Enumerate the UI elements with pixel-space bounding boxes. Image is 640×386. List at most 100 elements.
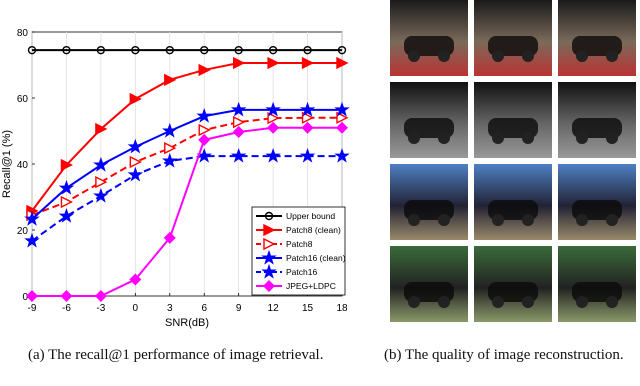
marker <box>60 195 74 209</box>
marker <box>93 187 109 203</box>
wheel <box>522 296 534 308</box>
series-line <box>31 108 342 220</box>
chart: -9 -6 -3 0 3 6 9 12 15 18 0 20 40 60 80 SNR(dB) Recall@1… <box>1 28 350 329</box>
marker <box>232 126 245 138</box>
wheel <box>576 214 588 226</box>
marker <box>165 45 174 55</box>
marker <box>267 121 280 134</box>
marker <box>198 133 211 146</box>
wheel <box>492 132 504 144</box>
marker <box>230 147 247 163</box>
x-axis-label: SNR(dB) <box>165 317 209 329</box>
marker <box>24 210 40 226</box>
marker <box>234 45 243 55</box>
y-axis-label: Recall@1 (%) <box>1 130 13 198</box>
marker <box>162 122 178 138</box>
marker <box>334 101 350 117</box>
marker <box>127 138 144 154</box>
marker <box>336 121 348 134</box>
legend-label: Patch16 (clean) <box>286 253 346 263</box>
marker <box>62 45 71 55</box>
y-tick-label: 60 <box>17 94 29 105</box>
wheel <box>576 296 588 308</box>
marker <box>26 290 38 302</box>
series-line <box>31 116 342 217</box>
wheel <box>522 50 534 62</box>
marker <box>336 56 349 70</box>
wheel <box>576 132 588 144</box>
x-tick-label: 0 <box>133 303 139 314</box>
wheel <box>606 214 618 226</box>
marker <box>129 92 142 106</box>
marker <box>95 176 108 189</box>
wheel <box>606 296 618 308</box>
wheel <box>438 50 450 62</box>
marker <box>299 101 316 117</box>
marker <box>267 56 280 70</box>
y-tick-label: 20 <box>17 226 29 237</box>
marker <box>60 158 74 172</box>
x-tick-label: -3 <box>96 303 105 314</box>
wheel <box>606 132 618 144</box>
legend-label: JPEG+LDPC <box>286 281 336 291</box>
marker <box>301 111 315 124</box>
wheel <box>606 50 618 62</box>
y-tick-label: 40 <box>17 160 29 171</box>
marker <box>198 123 211 137</box>
legend-marker <box>263 223 276 237</box>
marker <box>265 147 281 163</box>
marker <box>60 290 73 302</box>
marker <box>196 108 212 123</box>
marker <box>334 147 350 163</box>
legend-label: Upper bound <box>286 211 335 221</box>
wheel <box>438 296 450 308</box>
x-tick-label: 12 <box>268 303 280 314</box>
wheel <box>576 50 588 62</box>
marker <box>336 111 349 124</box>
marker <box>164 142 177 155</box>
wheel <box>438 214 450 226</box>
x-tick-label: 9 <box>236 303 242 314</box>
marker <box>230 101 247 117</box>
marker <box>198 63 211 77</box>
legend-marker <box>261 249 277 265</box>
marker <box>303 45 312 55</box>
marker <box>163 231 176 244</box>
marker <box>129 273 142 286</box>
wheel <box>492 296 504 308</box>
series-line <box>31 155 342 242</box>
legend-box <box>251 206 346 296</box>
marker <box>200 45 209 55</box>
caption: (a) The recall@1 performance of image re… <box>28 347 324 363</box>
marker <box>96 45 106 55</box>
legend-label: Patch16 <box>286 267 317 277</box>
y-tick-label: 80 <box>17 28 29 39</box>
wheel <box>408 214 420 226</box>
wheel <box>408 296 420 308</box>
marker <box>131 45 140 55</box>
marker <box>232 115 246 129</box>
wheel <box>438 132 450 144</box>
series-line <box>32 126 342 297</box>
wheel <box>408 132 420 144</box>
marker <box>299 147 316 163</box>
marker <box>93 156 109 172</box>
marker <box>58 208 75 223</box>
image-grid <box>390 0 636 322</box>
marker <box>58 179 75 195</box>
marker <box>94 290 107 302</box>
x-tick-label: -6 <box>62 303 71 314</box>
marker <box>301 56 315 70</box>
marker <box>267 111 280 125</box>
y-tick-label: 0 <box>22 292 28 303</box>
marker <box>301 121 314 134</box>
marker <box>127 166 144 182</box>
marker <box>232 56 246 70</box>
marker <box>129 155 142 169</box>
wheel <box>522 132 534 144</box>
caption: (b) The quality of image reconstruction. <box>384 347 624 363</box>
marker <box>164 73 177 86</box>
marker <box>337 45 347 55</box>
legend-marker <box>261 263 277 279</box>
